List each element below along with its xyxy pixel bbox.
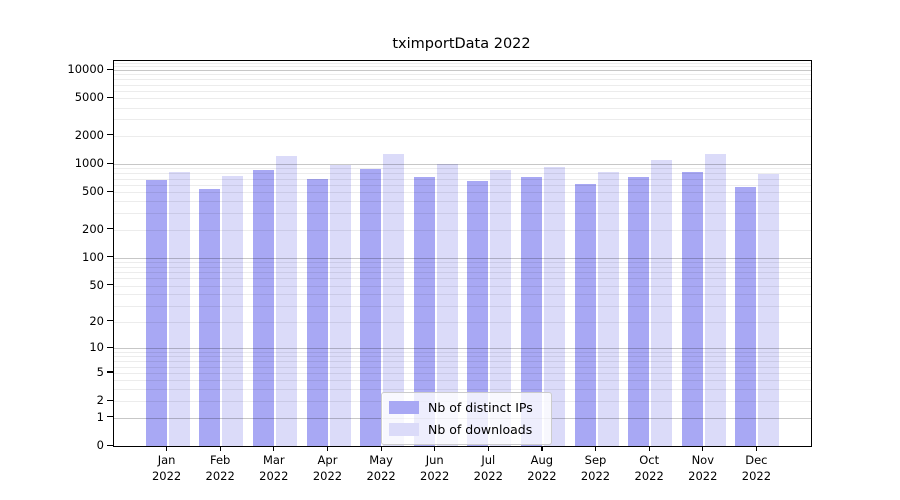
x-tick-mark (166, 446, 168, 451)
y-axis-tick-label: 10 (89, 340, 104, 355)
legend-swatch-distinct-ips-icon (389, 401, 419, 414)
y-tick-mark (107, 134, 113, 136)
y-axis-tick-label: 5 (96, 364, 104, 379)
x-tick-mark (595, 446, 597, 451)
gridline-minor (114, 135, 811, 137)
bar-distinct-ips (467, 181, 489, 446)
bar-downloads (222, 175, 244, 446)
y-axis-tick-label: 1 (96, 409, 104, 424)
bar-downloads (275, 155, 297, 446)
x-axis-tick-label: Sep 2022 (580, 453, 611, 483)
y-tick-mark (107, 228, 113, 230)
gridline-major (114, 70, 811, 72)
gridline-minor (114, 98, 811, 100)
bar-downloads (758, 174, 780, 446)
x-axis-tick-label: Feb 2022 (205, 453, 235, 483)
gridline-minor (114, 66, 811, 68)
bar-downloads (651, 159, 673, 446)
x-axis-tick-label: Mar 2022 (259, 453, 289, 483)
gridline-minor (114, 119, 811, 121)
gridline-minor (114, 84, 811, 86)
x-axis-tick-label: Nov 2022 (688, 453, 718, 483)
bar-distinct-ips (574, 183, 596, 446)
bar-downloads (168, 171, 190, 446)
gridline-minor (114, 62, 811, 64)
legend: Nb of distinct IPs Nb of downloads (381, 392, 552, 445)
y-tick-mark (107, 320, 113, 322)
chart-title: tximportData 2022 (392, 36, 531, 52)
x-axis-tick-label: Jun 2022 (420, 453, 450, 483)
y-axis-tick-label: 100 (82, 249, 104, 264)
bar-distinct-ips (413, 176, 435, 446)
bar-distinct-ips (306, 179, 328, 446)
gridline-minor (114, 107, 811, 109)
y-axis-tick-label: 20 (89, 313, 104, 328)
x-tick-mark (755, 446, 758, 451)
legend-label-distinct-ips: Nb of distinct IPs (428, 400, 533, 415)
x-tick-mark (434, 446, 436, 451)
x-tick-mark (541, 446, 543, 451)
bar-downloads (329, 165, 351, 446)
legend-label-downloads: Nb of downloads (428, 422, 533, 437)
bar-distinct-ips (628, 176, 650, 446)
y-axis-tick-label: 1000 (74, 156, 104, 170)
x-axis-tick-label: Aug 2022 (527, 453, 557, 483)
bar-distinct-ips (735, 187, 757, 446)
y-axis-tick-label: 500 (82, 184, 104, 199)
bar-distinct-ips (199, 188, 221, 446)
bar-downloads (704, 154, 726, 446)
y-tick-mark (107, 371, 113, 373)
x-axis-tick-label: Apr 2022 (312, 453, 343, 483)
gridline-minor (114, 79, 811, 81)
x-axis-tick-label: Oct 2022 (634, 453, 664, 483)
x-axis-tick-label: Dec 2022 (741, 453, 772, 483)
x-axis-tick-label: May 2022 (366, 453, 396, 483)
y-axis-tick-label: 0 (96, 438, 104, 452)
bar-distinct-ips (681, 171, 703, 446)
y-tick-mark (107, 162, 113, 164)
y-tick-mark (107, 284, 113, 286)
bar-distinct-ips (145, 180, 167, 446)
y-tick-mark (107, 96, 113, 99)
gridline-minor (114, 74, 811, 76)
y-tick-mark (107, 444, 113, 446)
bar-distinct-ips (360, 169, 382, 446)
x-tick-mark (327, 446, 329, 451)
x-axis-tick-label: Jan 2022 (151, 453, 182, 483)
y-tick-mark (107, 416, 113, 418)
y-tick-mark (107, 399, 113, 401)
y-tick-mark (107, 256, 113, 258)
gridline-minor (114, 91, 811, 92)
legend-swatch-downloads-icon (389, 423, 419, 436)
x-axis-tick-label: Jul 2022 (473, 453, 503, 483)
bar-distinct-ips (252, 170, 274, 446)
y-axis-tick-label: 200 (82, 221, 104, 236)
bar-distinct-ips (520, 177, 542, 446)
bar-downloads (436, 164, 458, 446)
bar-downloads (383, 154, 405, 446)
x-tick-mark (273, 446, 275, 451)
bar-downloads (597, 171, 619, 446)
y-axis-tick-label: 2 (96, 393, 104, 408)
x-tick-mark (648, 446, 650, 451)
x-tick-mark (487, 446, 489, 451)
legend-item-downloads: Nb of downloads (389, 422, 543, 437)
legend-item-distinct-ips: Nb of distinct IPs (389, 400, 543, 415)
x-tick-mark (219, 446, 221, 451)
y-tick-mark (107, 68, 113, 70)
bar-downloads (490, 169, 512, 446)
x-tick-mark (380, 446, 382, 451)
y-tick-mark (107, 346, 113, 348)
plot-area: Nb of distinct IPs Nb of downloads (113, 60, 812, 447)
y-axis-tick-label: 50 (89, 277, 104, 292)
y-tick-mark (107, 190, 113, 192)
y-axis-tick-label: 2000 (74, 127, 104, 142)
y-axis-tick-label: 10000 (67, 62, 104, 77)
x-tick-mark (702, 446, 704, 451)
bar-downloads (543, 166, 565, 446)
y-axis-tick-label: 5000 (74, 90, 104, 105)
